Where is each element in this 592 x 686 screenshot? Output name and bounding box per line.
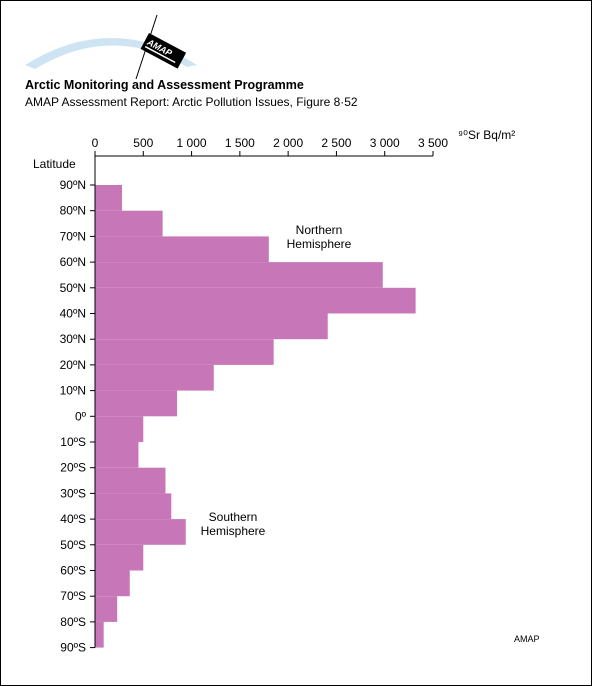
y-tick-label-15: 60ºS — [60, 564, 86, 578]
y-tick-label-2: 70ºN — [60, 229, 86, 243]
bar-7 — [95, 364, 214, 391]
bar-9 — [95, 416, 144, 442]
bar-13 — [95, 519, 186, 545]
bar-12 — [95, 493, 172, 520]
annotations-group: Northern Hemisphere Southern Hemisphere — [201, 223, 352, 538]
x-tick-label-1: 500 — [133, 136, 153, 150]
bar-1 — [95, 210, 163, 237]
x-tick-label-4: 2 000 — [273, 136, 303, 150]
x-axis-ticks: 0 500 1 000 1 500 2 000 2 500 3 000 3 500 — [92, 136, 448, 156]
annotation-1: Southern Hemisphere — [201, 510, 266, 538]
bar-11 — [95, 467, 166, 494]
bar-0 — [95, 185, 123, 211]
x-tick-label-5: 2 500 — [321, 136, 351, 150]
bar-3 — [95, 262, 383, 288]
bar-6 — [95, 339, 274, 365]
bar-15 — [95, 570, 130, 597]
bar-5 — [95, 313, 328, 340]
y-tick-label-4: 50ºN — [60, 281, 86, 295]
y-tick-label-11: 20ºS — [60, 461, 86, 475]
header-title: Arctic Monitoring and Assessment Program… — [25, 78, 304, 92]
y-tick-label-12: 30ºS — [60, 486, 86, 500]
y-tick-label-0: 90ºN — [60, 178, 86, 192]
x-tick-label-7: 3 500 — [418, 136, 448, 150]
header-subtitle: AMAP Assessment Report: Arctic Pollution… — [25, 95, 358, 109]
annotation-0: Northern Hemisphere — [287, 223, 352, 251]
footer-credit: AMAP — [514, 634, 540, 644]
y-tick-label-7: 20ºN — [60, 358, 86, 372]
bar-17 — [95, 621, 104, 648]
bar-14 — [95, 544, 144, 571]
y-axis-label: Latitude — [33, 157, 76, 171]
y-tick-label-8: 10ºN — [60, 384, 86, 398]
y-tick-label-17: 80ºS — [60, 615, 86, 629]
amap-logo: AMAP — [25, 14, 197, 80]
y-tick-label-5: 40ºN — [60, 307, 86, 321]
y-tick-label-1: 80ºN — [60, 204, 86, 218]
y-tick-label-10: 10ºS — [60, 435, 86, 449]
x-tick-label-2: 1 000 — [177, 136, 207, 150]
y-tick-label-14: 50ºS — [60, 538, 86, 552]
bar-2 — [95, 236, 269, 263]
bar-4 — [95, 287, 416, 314]
y-tick-label-18: 90ºS — [60, 641, 86, 655]
bar-8 — [95, 390, 178, 417]
y-tick-label-13: 40ºS — [60, 512, 86, 526]
y-tick-label-16: 70ºS — [60, 589, 86, 603]
bar-16 — [95, 596, 118, 622]
x-axis-label: ⁹⁰Sr Bq/m² — [458, 128, 515, 142]
bar-10 — [95, 442, 139, 468]
y-tick-label-9: 0º — [75, 409, 87, 423]
y-tick-label-6: 30ºN — [60, 332, 86, 346]
y-tick-label-3: 60ºN — [60, 255, 86, 269]
x-tick-label-3: 1 500 — [225, 136, 255, 150]
x-tick-label-0: 0 — [92, 136, 99, 150]
x-tick-label-6: 3 000 — [370, 136, 400, 150]
y-axis-ticks: 90ºN 80ºN 70ºN 60ºN 50ºN 40ºN 30ºN 20ºN 10ºN 0º 10… — [60, 178, 95, 655]
bars-group — [95, 185, 416, 648]
